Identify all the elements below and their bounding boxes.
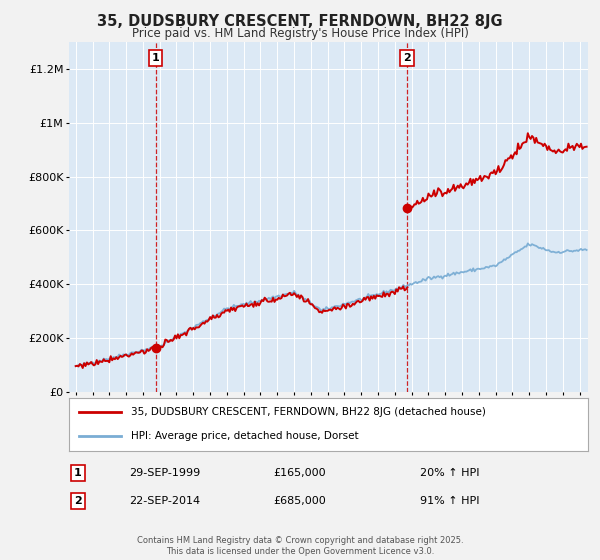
Text: £685,000: £685,000 [274, 496, 326, 506]
Text: 35, DUDSBURY CRESCENT, FERNDOWN, BH22 8JG: 35, DUDSBURY CRESCENT, FERNDOWN, BH22 8J… [97, 14, 503, 29]
Text: 1: 1 [152, 53, 160, 63]
Text: £165,000: £165,000 [274, 468, 326, 478]
Text: 91% ↑ HPI: 91% ↑ HPI [420, 496, 479, 506]
Text: 2: 2 [74, 496, 82, 506]
Text: 1: 1 [74, 468, 82, 478]
Text: HPI: Average price, detached house, Dorset: HPI: Average price, detached house, Dors… [131, 431, 359, 441]
Text: 29-SEP-1999: 29-SEP-1999 [129, 468, 200, 478]
Text: 2: 2 [403, 53, 411, 63]
Text: Contains HM Land Registry data © Crown copyright and database right 2025.: Contains HM Land Registry data © Crown c… [137, 536, 463, 545]
Text: 20% ↑ HPI: 20% ↑ HPI [420, 468, 479, 478]
Text: 22-SEP-2014: 22-SEP-2014 [129, 496, 200, 506]
Text: 35, DUDSBURY CRESCENT, FERNDOWN, BH22 8JG (detached house): 35, DUDSBURY CRESCENT, FERNDOWN, BH22 8J… [131, 408, 486, 418]
Text: Price paid vs. HM Land Registry's House Price Index (HPI): Price paid vs. HM Land Registry's House … [131, 27, 469, 40]
Text: This data is licensed under the Open Government Licence v3.0.: This data is licensed under the Open Gov… [166, 547, 434, 556]
